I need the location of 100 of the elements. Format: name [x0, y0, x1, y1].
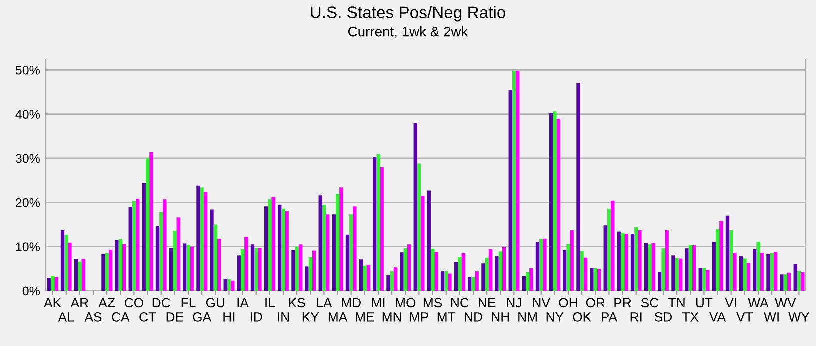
- bar: [54, 277, 58, 291]
- bar: [672, 256, 676, 291]
- bar: [373, 157, 377, 291]
- bar: [495, 256, 499, 291]
- x-tick-label: TX: [682, 312, 699, 322]
- bar: [774, 252, 778, 291]
- bar: [611, 200, 615, 291]
- bar: [258, 248, 262, 291]
- bar: [237, 256, 241, 291]
- bar: [753, 249, 757, 291]
- bar: [186, 245, 190, 291]
- bar: [292, 250, 296, 291]
- x-tick-label: GU: [206, 298, 225, 308]
- bar: [332, 214, 336, 291]
- bar: [746, 263, 750, 291]
- bar: [508, 90, 512, 291]
- bar: [594, 268, 598, 291]
- bar: [336, 194, 340, 291]
- bar: [231, 280, 235, 291]
- x-tick-label: DE: [166, 312, 184, 322]
- x-tick-label: MO: [396, 298, 416, 308]
- x-tick-label: NY: [546, 312, 564, 322]
- x-tick-label: AR: [70, 298, 88, 308]
- bar: [312, 250, 316, 291]
- x-tick-label: PR: [614, 298, 632, 308]
- bar: [326, 214, 330, 291]
- bar: [74, 259, 78, 291]
- bar: [678, 258, 682, 291]
- bar: [434, 252, 438, 291]
- bar: [784, 274, 788, 291]
- x-tick-label: SC: [641, 298, 659, 308]
- bar: [360, 260, 364, 291]
- x-tick-label: PA: [602, 312, 618, 322]
- x-tick-label: NJ: [507, 298, 522, 308]
- bar: [282, 208, 286, 291]
- bar: [190, 246, 194, 291]
- bar: [712, 242, 716, 291]
- bar: [516, 71, 520, 291]
- x-tick-label: CO: [124, 298, 144, 308]
- y-tick-label: 10%: [16, 242, 40, 252]
- bar: [390, 272, 394, 291]
- bar: [60, 230, 65, 291]
- bar: [498, 252, 502, 291]
- bar: [376, 154, 380, 291]
- bar: [322, 204, 326, 291]
- bar: [644, 243, 648, 291]
- x-tick-label: WV: [775, 298, 796, 308]
- x-tick-label: CT: [140, 312, 156, 322]
- bar: [268, 200, 272, 291]
- bar: [512, 71, 516, 291]
- bar: [136, 199, 140, 291]
- bar: [716, 230, 720, 291]
- x-tick-label: VA: [710, 312, 726, 322]
- bar: [285, 211, 289, 291]
- bar: [730, 230, 734, 291]
- bar: [394, 268, 398, 291]
- bar: [150, 152, 154, 291]
- bar: [200, 188, 204, 291]
- bar: [604, 226, 608, 291]
- bar: [482, 264, 486, 291]
- bar: [64, 234, 68, 291]
- x-tick-label: MS: [424, 298, 442, 308]
- x-tick-label: WA: [748, 298, 769, 308]
- x-tick-label: AS: [84, 312, 102, 322]
- x-tick-label: OH: [559, 298, 578, 308]
- bar: [454, 262, 458, 291]
- x-tick-label: TN: [668, 298, 685, 308]
- bar: [204, 192, 208, 291]
- x-tick-label: MD: [342, 298, 361, 308]
- x-tick-label: NV: [533, 298, 550, 308]
- bar: [617, 232, 621, 291]
- bar: [318, 196, 322, 291]
- bar: [540, 239, 544, 291]
- bar: [128, 207, 132, 291]
- bar: [163, 200, 167, 291]
- x-tick-label: GA: [193, 312, 212, 322]
- bar: [146, 158, 150, 291]
- bar: [624, 234, 628, 291]
- bar: [305, 266, 309, 291]
- bar: [250, 244, 255, 291]
- bar: [543, 238, 547, 291]
- bar: [240, 249, 245, 291]
- bar: [770, 253, 774, 291]
- bar: [590, 268, 594, 291]
- x-tick-label: ND: [465, 312, 482, 322]
- y-tick-label: 30%: [16, 154, 40, 164]
- bar: [740, 256, 744, 291]
- bar: [662, 248, 666, 291]
- bar: [404, 248, 408, 291]
- bar: [726, 216, 730, 291]
- bar: [530, 268, 534, 291]
- x-tick-label: MA: [328, 312, 348, 322]
- x-tick-label: MP: [410, 312, 428, 322]
- bar: [427, 190, 431, 291]
- bar: [780, 274, 784, 291]
- bar: [766, 254, 770, 291]
- x-tick-label: RI: [630, 312, 642, 322]
- bar: [658, 272, 662, 291]
- bar: [298, 244, 302, 291]
- bar: [414, 123, 418, 291]
